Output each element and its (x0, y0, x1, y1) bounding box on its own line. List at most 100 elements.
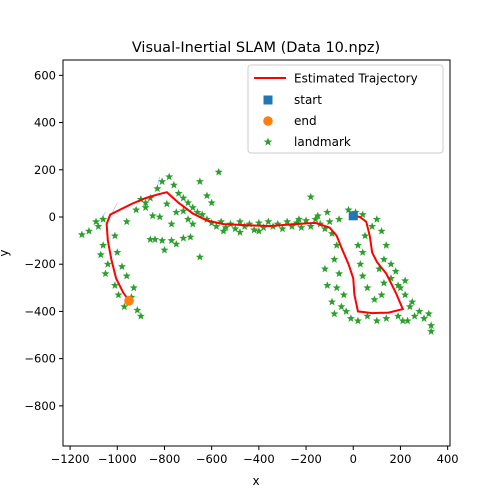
landmark-point (84, 226, 93, 235)
landmark-point (294, 215, 303, 223)
landmark-point (217, 217, 226, 226)
landmark-point (394, 281, 403, 289)
landmark-point (358, 248, 367, 256)
landmark-point (323, 281, 332, 289)
landmark-point (179, 234, 188, 242)
landmark-point (339, 290, 348, 299)
orientation-line (157, 176, 161, 187)
landmark-point (332, 241, 341, 249)
landmark-point (410, 311, 419, 320)
landmark-point (94, 222, 103, 230)
landmark-point (92, 217, 101, 226)
legend: Estimated Trajectory start end landmark (247, 64, 444, 154)
landmark-point (184, 198, 193, 207)
landmark-point (287, 222, 296, 230)
landmark-point (254, 218, 263, 227)
landmark-point (382, 241, 391, 249)
landmark-point (358, 210, 367, 219)
landmark-point (167, 219, 176, 228)
landmark-point (415, 307, 424, 315)
landmark-point (195, 177, 204, 185)
landmark-point (235, 228, 244, 236)
landmark-point (330, 255, 339, 263)
plot-frame (62, 59, 451, 447)
landmark-point (118, 262, 126, 270)
legend-start-swatch (263, 95, 273, 105)
landmark-point (398, 316, 407, 325)
landmark-point (335, 269, 344, 278)
landmark-point (297, 223, 306, 232)
legend-landmark-swatch (263, 137, 273, 146)
x-tick-label: −1200 (51, 452, 90, 466)
landmark-point (325, 217, 334, 226)
landmark-point (133, 306, 142, 314)
landmark-point (162, 199, 171, 208)
x-tick-label: −800 (149, 452, 181, 466)
landmark-point (427, 321, 436, 329)
landmark-point (184, 215, 193, 223)
landmark-point (353, 241, 362, 249)
landmark-point (193, 208, 202, 216)
landmark-point (214, 167, 223, 176)
landmark-point (179, 193, 188, 202)
legend-trajectory-label: Estimated Trajectory (294, 72, 418, 86)
landmark-point (207, 198, 216, 207)
landmark-point (114, 290, 123, 299)
y-tick-label: −400 (24, 304, 56, 318)
x-tick-label: −400 (243, 452, 275, 466)
legend-box (247, 64, 444, 154)
landmark-point (273, 219, 282, 228)
landmark-point (387, 274, 395, 282)
landmark-point (141, 203, 150, 211)
x-tick-label: 200 (389, 452, 411, 466)
landmark-point (403, 316, 412, 325)
start-marker (348, 211, 358, 221)
landmark-point (377, 290, 386, 299)
x-axis-ticks: −1200 −1000 −800 −600 −400 −200 0 200 400 (51, 446, 459, 466)
plot-area (77, 167, 436, 335)
landmark-point (330, 309, 339, 318)
landmark-point (250, 225, 259, 234)
x-tick-label: −200 (290, 452, 322, 466)
landmark-point (195, 252, 204, 261)
orientation-line (98, 212, 106, 222)
y-tick-label: −200 (24, 257, 56, 271)
landmark-point (212, 222, 221, 230)
landmark-point (370, 295, 379, 304)
landmark-point (337, 302, 346, 311)
landmark-point (155, 212, 164, 221)
landmark-point (96, 250, 105, 259)
legend-start-label: start (294, 93, 322, 107)
y-tick-label: 0 (49, 210, 56, 224)
landmark-point (169, 180, 178, 189)
landmark-point (99, 241, 108, 249)
landmark-point (283, 217, 292, 226)
landmark-point (136, 311, 145, 320)
landmark-point (99, 215, 108, 223)
landmark-point (113, 248, 122, 256)
landmark-point (379, 278, 388, 287)
landmark-point (110, 231, 119, 240)
landmark-point (278, 224, 287, 233)
landmark-point (342, 307, 351, 315)
landmark-point (401, 290, 410, 299)
landmark-point (174, 189, 183, 197)
landmark-point (401, 276, 410, 285)
landmark-point (221, 223, 230, 232)
landmark-point (408, 297, 417, 306)
landmark-point (254, 226, 263, 235)
landmark-point (427, 327, 436, 335)
x-tick-label: −600 (196, 452, 228, 466)
x-axis-label: x (252, 474, 259, 488)
landmark-point (122, 217, 131, 226)
landmark-point (396, 283, 405, 292)
landmark-point (363, 311, 372, 320)
landmark-point (323, 208, 332, 216)
landmark-point (179, 206, 188, 215)
landmark-point (368, 222, 377, 230)
landmark-point (394, 311, 403, 320)
landmark-point (320, 224, 329, 233)
orientation-layer (98, 176, 161, 225)
landmark-point (167, 236, 176, 244)
landmark-point (313, 211, 322, 220)
